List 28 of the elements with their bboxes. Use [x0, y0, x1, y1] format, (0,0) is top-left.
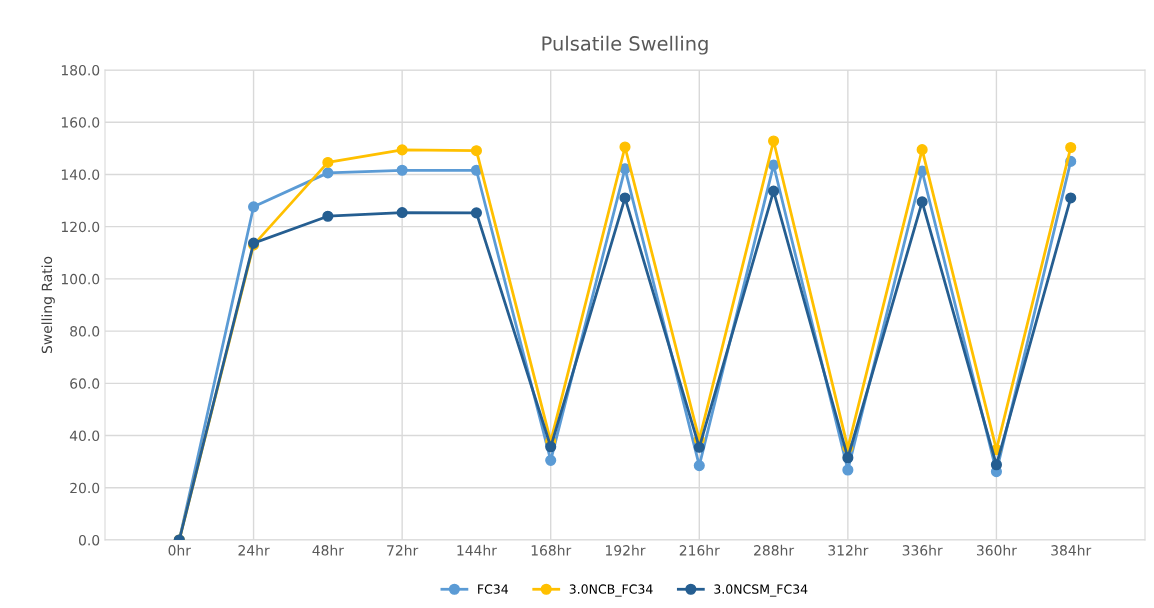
x-tick-label: 192hr	[606, 544, 646, 556]
y-tick-label: 140.0	[61, 169, 100, 180]
y-tick-label: 60.0	[70, 378, 100, 389]
y-tick-label: 80.0	[70, 326, 100, 337]
x-tick-label: 336hr	[902, 544, 943, 556]
x-tick-label: 384hr	[1051, 544, 1092, 556]
legend-label: FC34	[478, 584, 509, 594]
x-tick-label: 0hr	[168, 544, 191, 556]
x-tick-label: 48hr	[312, 544, 344, 556]
y-tick-label: 100.0	[61, 273, 100, 285]
legend-label: 3.0NCSM_FC34	[714, 584, 808, 597]
y-tick-label: 180.0	[61, 64, 100, 76]
x-tick-label: 24hr	[238, 544, 270, 556]
x-tick-label: 288hr	[754, 544, 795, 556]
x-tick-label: 144hr	[457, 544, 497, 556]
x-tick-label: 72hr	[387, 544, 419, 556]
y-axis-title: Swelling Ratio	[41, 256, 55, 354]
y-tick-label: 40.0	[69, 430, 100, 442]
y-tick-label: 0.0	[78, 534, 100, 546]
y-tick-label: 160.0	[61, 117, 100, 128]
x-tick-label: 312hr	[828, 544, 869, 556]
x-tick-label: 360hr	[976, 544, 1017, 556]
chart-title: Pulsatile Swelling	[542, 35, 708, 55]
x-tick-label: 168hr	[531, 544, 572, 556]
y-tick-label: 120.0	[61, 221, 100, 233]
legend-label: 3.0NCB_FC34	[569, 584, 653, 597]
x-tick-label: 216hr	[679, 544, 720, 556]
y-tick-label: 20.0	[70, 482, 100, 494]
